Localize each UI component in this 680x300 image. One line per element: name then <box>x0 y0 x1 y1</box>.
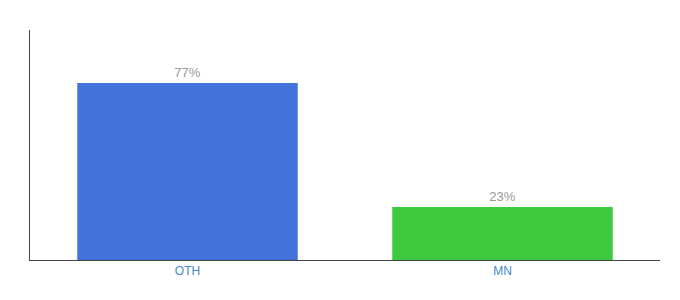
svg-text:77%: 77% <box>174 65 200 80</box>
svg-text:MN: MN <box>493 264 512 278</box>
svg-text:23%: 23% <box>489 189 515 204</box>
svg-text:OTH: OTH <box>175 264 200 278</box>
